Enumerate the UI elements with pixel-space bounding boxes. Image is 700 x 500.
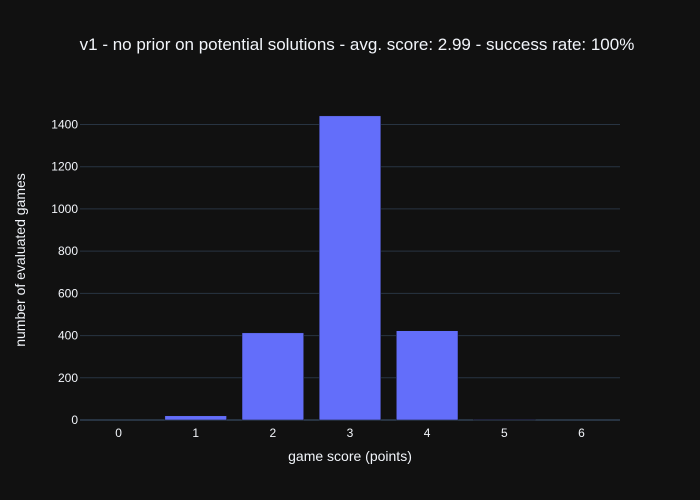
x-tick-label: 3 bbox=[347, 426, 354, 440]
x-axis-ticks: 0 1 2 3 4 5 6 bbox=[115, 426, 585, 440]
y-tick-label: 1200 bbox=[51, 160, 78, 174]
bar-score-4 bbox=[396, 330, 459, 421]
x-tick-label: 2 bbox=[270, 426, 277, 440]
x-tick-label: 4 bbox=[424, 426, 431, 440]
chart-title: v1 - no prior on potential solutions - a… bbox=[80, 35, 635, 54]
y-axis-title: number of evaluated games bbox=[12, 173, 28, 347]
y-tick-label: 600 bbox=[58, 286, 78, 300]
y-tick-label: 0 bbox=[71, 413, 78, 427]
y-tick-label: 800 bbox=[58, 244, 78, 258]
x-axis-title: game score (points) bbox=[288, 448, 412, 464]
bar-score-5 bbox=[473, 419, 536, 421]
y-tick-label: 1400 bbox=[51, 117, 78, 131]
bars bbox=[164, 115, 536, 421]
y-tick-label: 1000 bbox=[51, 202, 78, 216]
x-tick-label: 1 bbox=[192, 426, 199, 440]
bar-score-1 bbox=[164, 415, 227, 421]
y-tick-label: 200 bbox=[58, 371, 78, 385]
x-tick-label: 6 bbox=[578, 426, 585, 440]
x-tick-label: 0 bbox=[115, 426, 122, 440]
y-tick-label: 400 bbox=[58, 329, 78, 343]
x-tick-label: 5 bbox=[501, 426, 508, 440]
bar-score-2 bbox=[241, 332, 304, 421]
bar-score-3 bbox=[318, 115, 382, 421]
y-axis-ticks: 0 200 400 600 800 1000 1200 1400 bbox=[51, 117, 78, 427]
